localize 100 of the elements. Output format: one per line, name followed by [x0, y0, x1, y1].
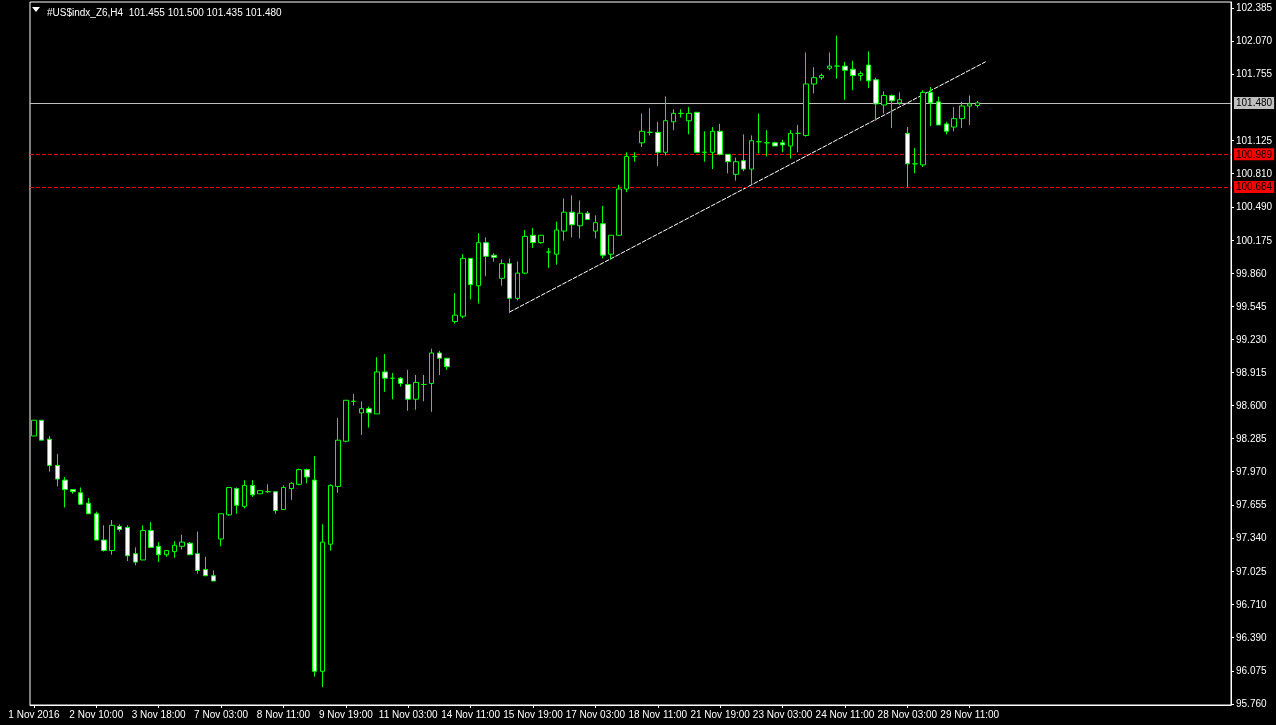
- x-tick-label: 2 Nov 10:00: [69, 708, 124, 720]
- y-tick-label: 99.230: [1236, 333, 1268, 345]
- candlestick: [780, 139, 785, 153]
- y-tick-label: 97.655: [1236, 499, 1268, 511]
- candlestick: [554, 221, 559, 266]
- candlestick: [483, 236, 489, 277]
- candlestick: [710, 126, 715, 170]
- candlestick: [273, 491, 278, 515]
- x-tick-label: 7 Nov 03:00: [194, 708, 249, 720]
- y-tick-label: 102.070: [1236, 35, 1273, 47]
- candlestick: [195, 531, 200, 575]
- x-tick-label: 14 Nov 11:00: [441, 708, 501, 720]
- ref-line-label: 100.989: [1236, 148, 1273, 160]
- candlestick: [460, 253, 466, 319]
- candlestick: [312, 455, 317, 678]
- candlestick: [530, 227, 536, 249]
- x-tick-label: 21 Nov 19:00: [690, 708, 751, 720]
- candlestick: [967, 95, 972, 126]
- candlestick: [437, 350, 442, 376]
- candlestick: [538, 234, 544, 245]
- candlestick: [172, 540, 177, 559]
- y-tick-label: 99.860: [1236, 267, 1268, 279]
- candlestick: [655, 121, 661, 167]
- candlestick: [296, 468, 302, 486]
- x-tick-label: 28 Nov 03:00: [877, 708, 938, 720]
- candlestick: [725, 153, 731, 174]
- candlestick: [405, 369, 411, 412]
- y-tick-label: 97.340: [1236, 532, 1268, 544]
- y-tick-label: 102.385: [1236, 2, 1273, 14]
- candlestick: [444, 357, 450, 371]
- candlestick: [47, 435, 52, 473]
- candlestick: [897, 91, 902, 106]
- candlestick: [265, 483, 271, 494]
- candlestick: [55, 453, 60, 487]
- x-tick-label: 9 Nov 19:00: [318, 708, 374, 720]
- candlestick: [156, 541, 161, 563]
- candlestick: [289, 481, 294, 501]
- candlestick: [561, 198, 567, 242]
- y-tick-label: 100.175: [1236, 234, 1273, 246]
- candlestick: [944, 121, 949, 135]
- y-tick-label: 98.600: [1236, 400, 1268, 412]
- candlestick: [694, 111, 700, 153]
- candlestick: [819, 72, 824, 81]
- candlestick: [133, 546, 138, 566]
- candlestick: [335, 417, 341, 494]
- candlestick: [382, 353, 388, 393]
- ref-line-label: 101.480: [1236, 97, 1273, 109]
- candlestick: [905, 126, 910, 188]
- candlestick: [39, 419, 44, 441]
- y-tick-label: 97.025: [1236, 565, 1268, 577]
- candlestick: [811, 66, 817, 94]
- candlestick: [702, 130, 707, 163]
- candlestick: [125, 524, 130, 562]
- candlestick: [764, 129, 770, 157]
- candlestick: [211, 569, 216, 582]
- candlestick: [608, 234, 614, 260]
- candlestick: [663, 96, 668, 156]
- candlestick: [140, 524, 146, 561]
- x-tick-label: 18 Nov 11:00: [628, 708, 688, 720]
- candlestick: [881, 90, 887, 114]
- y-tick-label: 101.125: [1236, 134, 1273, 146]
- y-tick-label: 96.075: [1236, 665, 1268, 677]
- candlestick: [593, 214, 598, 239]
- y-tick-label: 96.710: [1236, 598, 1268, 610]
- candlestick: [398, 376, 403, 388]
- candlestick: [850, 60, 856, 91]
- candlestick: [374, 356, 380, 415]
- candlestick: [390, 372, 395, 400]
- candlestick: [226, 486, 232, 517]
- candlestick: [803, 51, 809, 138]
- x-tick-label: 11 Nov 03:00: [378, 708, 439, 720]
- candlestick: [936, 96, 941, 126]
- candlestick: [834, 35, 840, 80]
- candlestick: [749, 134, 754, 185]
- candlestick: [569, 194, 575, 238]
- candlestick: [585, 210, 590, 221]
- candlestick: [920, 89, 926, 168]
- candlestick: [250, 479, 255, 498]
- candlestick: [546, 247, 551, 269]
- candlestick: [647, 107, 653, 136]
- y-tick-label: 98.915: [1236, 366, 1268, 378]
- candlestick: [842, 61, 848, 101]
- candlestick: [242, 479, 247, 509]
- y-tick-label: 100.810: [1236, 167, 1273, 179]
- candlestick: [304, 468, 310, 484]
- candlestick: [359, 400, 364, 436]
- candlestick: [858, 70, 863, 82]
- candlestick: [577, 200, 583, 239]
- candlestick: [756, 112, 762, 154]
- candlestick: [109, 519, 115, 556]
- candlestick: [515, 261, 520, 301]
- candlestick: [491, 252, 497, 263]
- x-tick-label: 23 Nov 03:00: [752, 708, 813, 720]
- candlestick: [889, 93, 895, 129]
- candlestick: [788, 129, 793, 160]
- candlestick: [866, 50, 871, 89]
- candlestick: [234, 486, 239, 515]
- candlestick: [959, 101, 965, 129]
- candlestick: [476, 232, 481, 305]
- candlestick: [187, 541, 193, 556]
